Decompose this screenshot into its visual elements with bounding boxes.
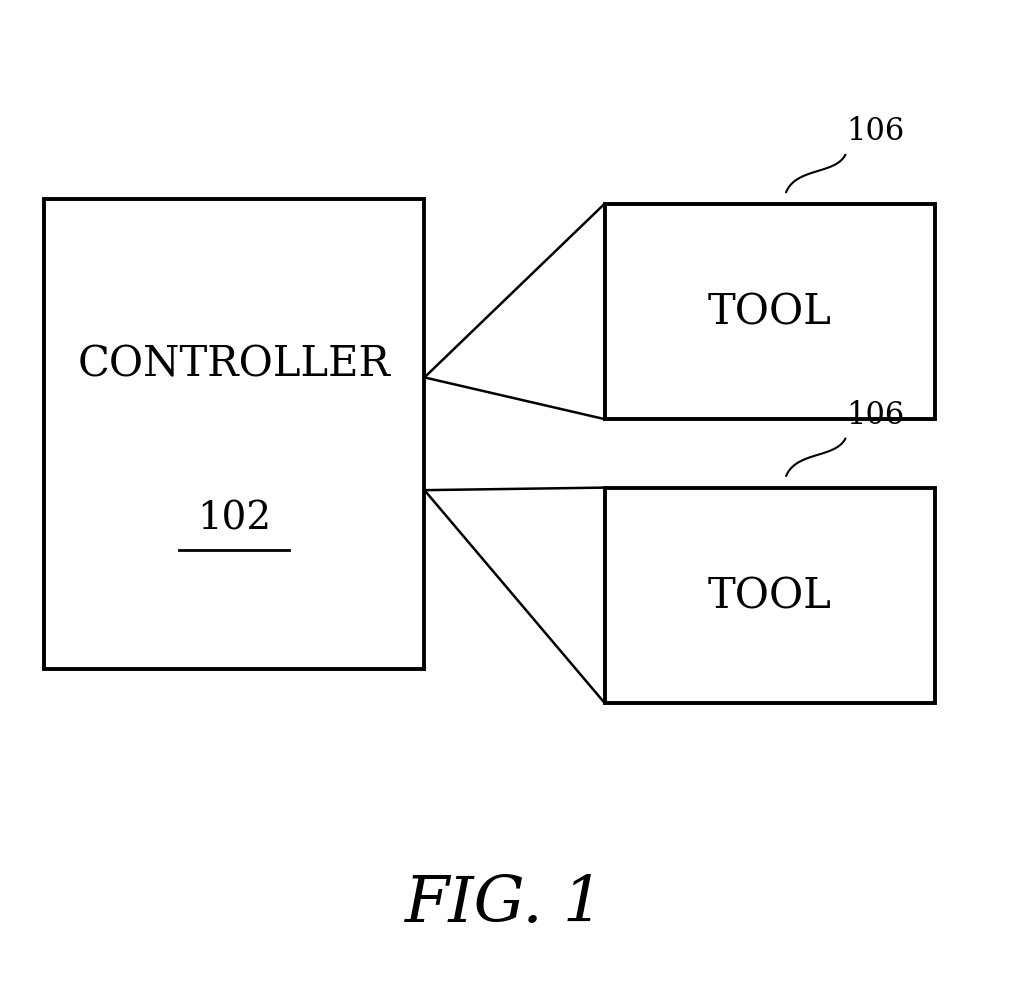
Bar <box>44 200 425 669</box>
Text: CONTROLLER: CONTROLLER <box>78 343 390 385</box>
Text: 106: 106 <box>847 115 904 147</box>
Text: FIG. 1: FIG. 1 <box>405 873 604 935</box>
Text: TOOL: TOOL <box>707 575 831 616</box>
Bar <box>604 204 934 420</box>
Text: 102: 102 <box>197 500 271 537</box>
Text: 106: 106 <box>847 399 904 430</box>
Text: TOOL: TOOL <box>707 291 831 333</box>
Bar <box>604 488 934 703</box>
